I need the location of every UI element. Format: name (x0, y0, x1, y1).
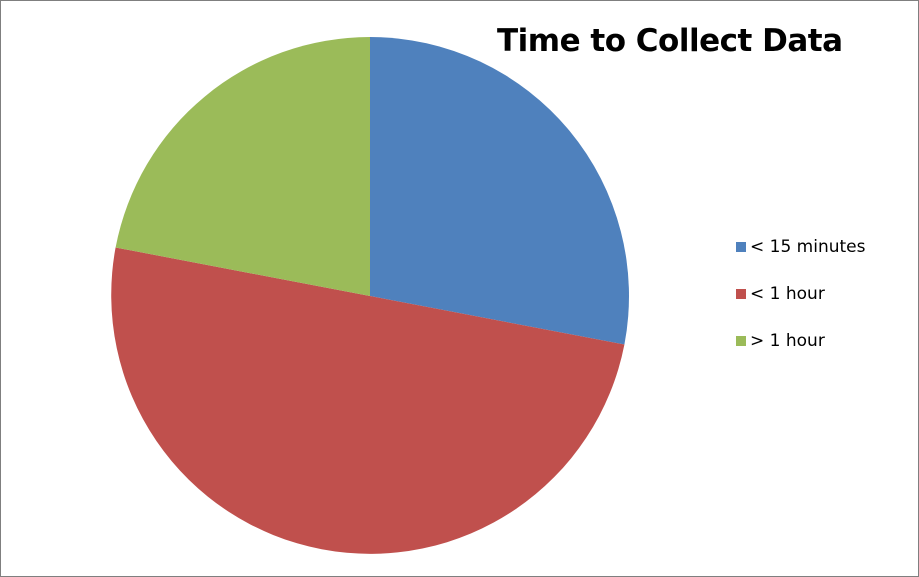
chart-title: Time to Collect Data (497, 23, 843, 59)
pie-slice (370, 37, 629, 345)
legend-swatch (736, 242, 746, 252)
legend-label: < 15 minutes (750, 237, 866, 257)
pie-slice (111, 247, 625, 554)
legend: < 15 minutes < 1 hour > 1 hour (736, 235, 866, 376)
legend-label: > 1 hour (750, 331, 825, 351)
legend-swatch (736, 336, 746, 346)
legend-label: < 1 hour (750, 284, 825, 304)
legend-item: < 15 minutes (736, 235, 866, 259)
pie-slice (115, 37, 370, 296)
legend-swatch (736, 289, 746, 299)
legend-item: > 1 hour (736, 329, 866, 353)
pie-slices (111, 37, 629, 554)
legend-item: < 1 hour (736, 282, 866, 306)
